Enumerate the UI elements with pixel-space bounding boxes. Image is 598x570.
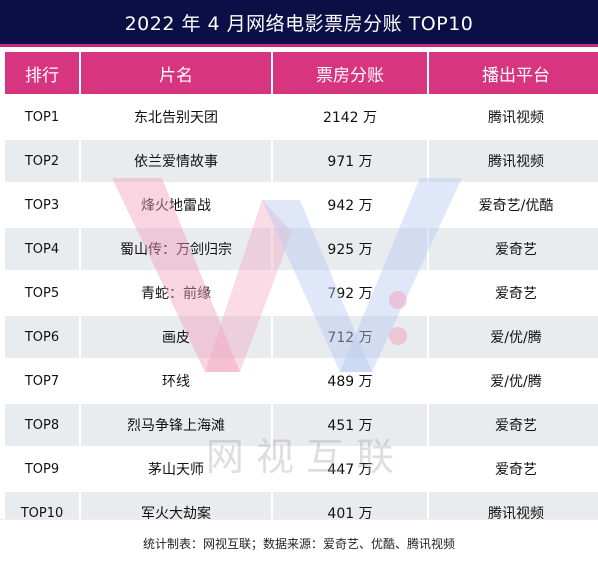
box-office-cell: 712 万	[271, 314, 429, 360]
header-platform: 播出平台	[427, 50, 598, 96]
box-office-cell: 2142 万	[271, 94, 429, 140]
rank-cell: TOP7	[3, 358, 81, 404]
platform-cell: 爱/优/腾	[427, 314, 598, 360]
title-cell: 青蛇：前缘	[79, 270, 273, 316]
table-row: TOP6 画皮 712 万 爱/优/腾	[3, 314, 598, 360]
source-text: 统计制表：网视互联；数据来源：爱奇艺、优酷、腾讯视频	[142, 536, 455, 551]
box-office-cell: 792 万	[271, 270, 429, 316]
rank-cell: TOP1	[3, 94, 81, 140]
box-office-table: 排行 片名 票房分账 播出平台 TOP1 东北告别天团 2142 万 腾讯视频 …	[3, 50, 598, 536]
table-row: TOP3 烽火地雷战 942 万 爱奇艺/优酷	[3, 182, 598, 228]
title-cell: 茅山天师	[79, 446, 273, 492]
box-office-cell: 971 万	[271, 138, 429, 184]
title-cell: 烈马争锋上海滩	[79, 402, 273, 448]
rank-cell: TOP3	[3, 182, 81, 228]
platform-cell: 腾讯视频	[427, 138, 598, 184]
title-cell: 画皮	[79, 314, 273, 360]
table-row: TOP9 茅山天师 447 万 爱奇艺	[3, 446, 598, 492]
box-office-cell: 942 万	[271, 182, 429, 228]
box-office-cell: 925 万	[271, 226, 429, 272]
table-row: TOP5 青蛇：前缘 792 万 爱奇艺	[3, 270, 598, 316]
header-title: 片名	[79, 50, 273, 96]
platform-cell: 爱奇艺	[427, 270, 598, 316]
title-cell: 烽火地雷战	[79, 182, 273, 228]
rank-cell: TOP6	[3, 314, 81, 360]
header-rank: 排行	[3, 50, 81, 96]
platform-cell: 爱奇艺	[427, 446, 598, 492]
footer-source-note: 统计制表：网视互联；数据来源：爱奇艺、优酷、腾讯视频	[0, 519, 598, 566]
platform-cell: 爱奇艺	[427, 402, 598, 448]
header-box-office: 票房分账	[271, 50, 429, 96]
title-cell: 东北告别天团	[79, 94, 273, 140]
title-cell: 蜀山传：万剑归宗	[79, 226, 273, 272]
rank-cell: TOP8	[3, 402, 81, 448]
table-row: TOP1 东北告别天团 2142 万 腾讯视频	[3, 94, 598, 140]
title-bar: 2022 年 4 月网络电影票房分账 TOP10	[0, 0, 598, 47]
rank-cell: TOP4	[3, 226, 81, 272]
platform-cell: 爱/优/腾	[427, 358, 598, 404]
table-row: TOP2 依兰爱情故事 971 万 腾讯视频	[3, 138, 598, 184]
platform-cell: 腾讯视频	[427, 94, 598, 140]
title-cell: 依兰爱情故事	[79, 138, 273, 184]
box-office-cell: 447 万	[271, 446, 429, 492]
page-title: 2022 年 4 月网络电影票房分账 TOP10	[124, 12, 474, 35]
table-header-row: 排行 片名 票房分账 播出平台	[3, 50, 598, 96]
table-row: TOP4 蜀山传：万剑归宗 925 万 爱奇艺	[3, 226, 598, 272]
box-office-cell: 451 万	[271, 402, 429, 448]
platform-cell: 爱奇艺/优酷	[427, 182, 598, 228]
rank-cell: TOP5	[3, 270, 81, 316]
platform-cell: 爱奇艺	[427, 226, 598, 272]
table-row: TOP7 环线 489 万 爱/优/腾	[3, 358, 598, 404]
title-cell: 环线	[79, 358, 273, 404]
rank-cell: TOP2	[3, 138, 81, 184]
box-office-cell: 489 万	[271, 358, 429, 404]
rank-cell: TOP9	[3, 446, 81, 492]
table-row: TOP8 烈马争锋上海滩 451 万 爱奇艺	[3, 402, 598, 448]
